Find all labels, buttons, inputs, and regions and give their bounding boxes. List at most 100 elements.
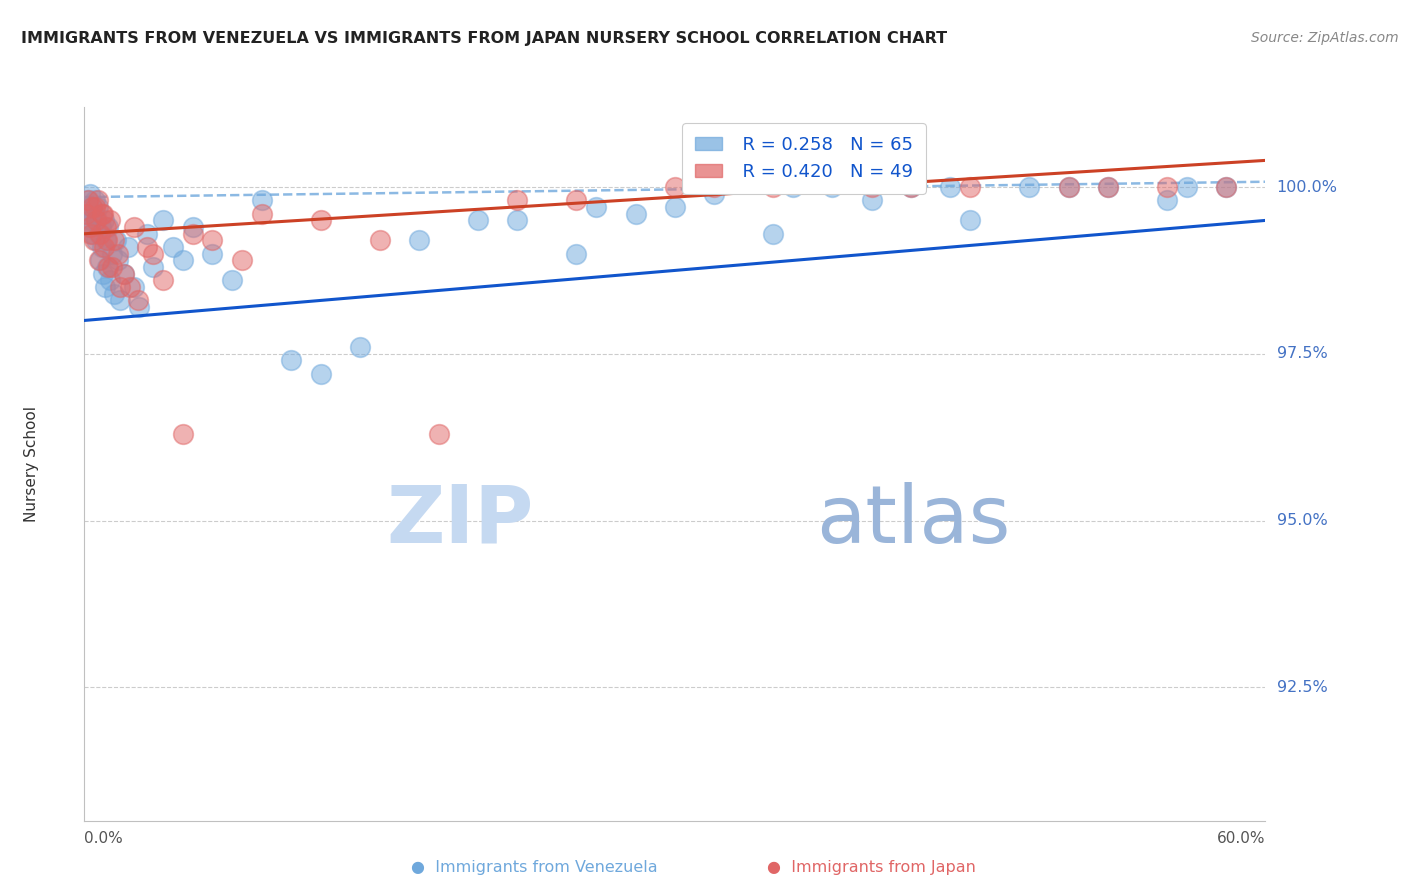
Point	[89, 227, 111, 241]
Point	[108, 280, 131, 294]
Point	[94, 220, 117, 235]
Point	[939, 180, 962, 194]
Point	[94, 234, 117, 248]
Point	[762, 180, 785, 194]
Point	[98, 273, 121, 287]
Point	[83, 207, 105, 221]
Point	[91, 240, 114, 254]
Point	[664, 180, 686, 194]
Point	[77, 194, 100, 208]
Point	[821, 180, 844, 194]
Point	[585, 200, 607, 214]
Point	[101, 260, 124, 274]
Text: 97.5%: 97.5%	[1277, 346, 1327, 361]
Text: 95.0%: 95.0%	[1277, 513, 1327, 528]
Point	[624, 207, 647, 221]
Point	[97, 260, 120, 274]
Point	[128, 300, 150, 314]
Point	[83, 234, 105, 248]
Point	[122, 280, 145, 294]
Text: ●  Immigrants from Japan: ● Immigrants from Japan	[768, 861, 976, 875]
Point	[118, 280, 141, 294]
Point	[1175, 180, 1198, 194]
Point	[201, 246, 224, 260]
Point	[762, 227, 785, 241]
Point	[860, 180, 883, 194]
Point	[309, 367, 332, 381]
Point	[96, 234, 118, 248]
Point	[565, 246, 588, 260]
Point	[1097, 180, 1119, 194]
Point	[79, 220, 101, 235]
Point	[1156, 194, 1178, 208]
Point	[664, 200, 686, 214]
Point	[91, 207, 114, 221]
Point	[172, 426, 194, 441]
Point	[84, 213, 107, 227]
Point	[467, 213, 489, 227]
Point	[782, 180, 804, 194]
Point	[112, 267, 135, 281]
Point	[90, 220, 112, 235]
Point	[172, 253, 194, 268]
Point	[108, 293, 131, 308]
Legend:   R = 0.258   N = 65,   R = 0.420   N = 49: R = 0.258 N = 65, R = 0.420 N = 49	[682, 123, 925, 194]
Point	[82, 200, 104, 214]
Point	[136, 227, 159, 241]
Point	[96, 260, 118, 274]
Point	[703, 186, 725, 201]
Point	[84, 200, 107, 214]
Point	[506, 213, 529, 227]
Point	[152, 213, 174, 227]
Point	[122, 220, 145, 235]
Point	[112, 267, 135, 281]
Point	[900, 180, 922, 194]
Point	[408, 234, 430, 248]
Point	[427, 426, 450, 441]
Point	[104, 234, 127, 248]
Point	[181, 220, 204, 235]
Point	[127, 293, 149, 308]
Point	[506, 194, 529, 208]
Point	[93, 240, 115, 254]
Point	[107, 253, 129, 268]
Text: IMMIGRANTS FROM VENEZUELA VS IMMIGRANTS FROM JAPAN NURSERY SCHOOL CORRELATION CH: IMMIGRANTS FROM VENEZUELA VS IMMIGRANTS …	[21, 31, 948, 46]
Point	[98, 213, 121, 227]
Text: Nursery School: Nursery School	[24, 406, 39, 522]
Text: 100.0%: 100.0%	[1277, 179, 1337, 194]
Point	[87, 227, 110, 241]
Point	[1215, 180, 1237, 194]
Point	[87, 200, 110, 214]
Point	[959, 213, 981, 227]
Point	[309, 213, 332, 227]
Text: ZIP: ZIP	[385, 482, 533, 560]
Point	[93, 213, 115, 227]
Point	[87, 253, 110, 268]
Text: 60.0%: 60.0%	[1218, 830, 1265, 846]
Point	[162, 240, 184, 254]
Point	[1018, 180, 1040, 194]
Point	[91, 267, 114, 281]
Point	[94, 280, 117, 294]
Point	[84, 234, 107, 248]
Point	[1156, 180, 1178, 194]
Point	[82, 227, 104, 241]
Point	[1215, 180, 1237, 194]
Text: ●  Immigrants from Venezuela: ● Immigrants from Venezuela	[411, 861, 658, 875]
Point	[959, 180, 981, 194]
Point	[87, 194, 110, 208]
Point	[101, 246, 124, 260]
Point	[250, 194, 273, 208]
Text: 0.0%: 0.0%	[84, 830, 124, 846]
Point	[117, 240, 139, 254]
Point	[89, 253, 111, 268]
Point	[84, 194, 107, 208]
Point	[79, 186, 101, 201]
Point	[250, 207, 273, 221]
Point	[860, 194, 883, 208]
Text: Source: ZipAtlas.com: Source: ZipAtlas.com	[1251, 31, 1399, 45]
Point	[80, 213, 103, 227]
Point	[91, 207, 114, 221]
Text: atlas: atlas	[817, 482, 1011, 560]
Text: 92.5%: 92.5%	[1277, 680, 1327, 695]
